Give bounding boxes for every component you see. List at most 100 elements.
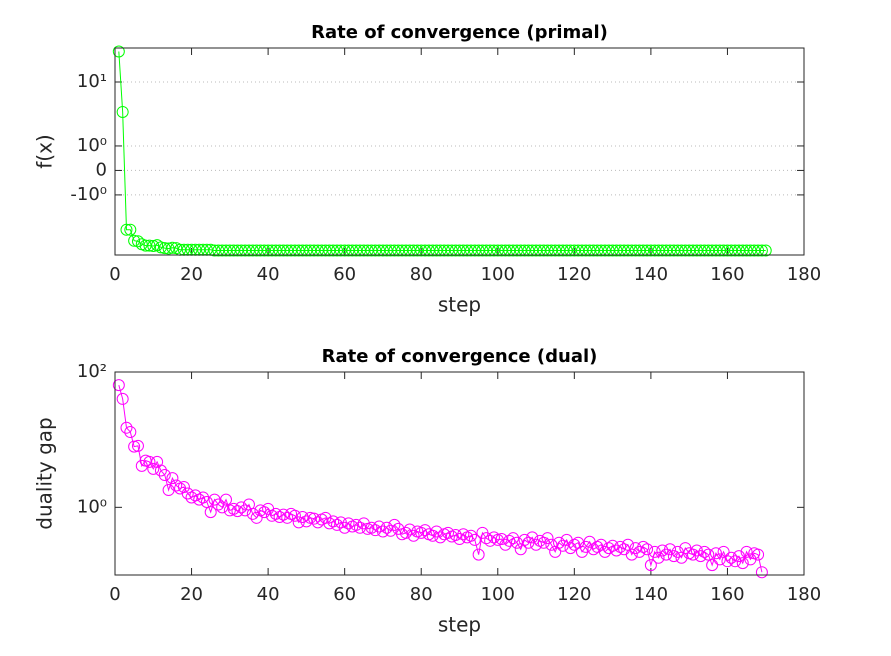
data-marker <box>755 244 768 257</box>
axes-box <box>114 47 805 256</box>
x-tick-label: 80 <box>410 584 433 605</box>
data-marker <box>112 45 125 58</box>
data-marker <box>189 489 202 502</box>
data-marker <box>269 507 282 520</box>
y-axis-label: duality gap <box>33 417 57 529</box>
data-marker <box>403 523 416 536</box>
data-marker <box>288 509 301 522</box>
data-marker <box>518 533 531 546</box>
data-marker <box>480 532 493 545</box>
data-marker <box>637 540 650 553</box>
data-marker <box>468 533 481 546</box>
data-marker <box>124 425 137 438</box>
y-tick-label: 10⁰ <box>77 135 107 156</box>
data-marker <box>545 538 558 551</box>
x-tick-label: 120 <box>557 264 591 285</box>
x-tick-label: 0 <box>109 584 120 605</box>
data-marker <box>166 241 179 254</box>
data-marker <box>143 239 156 252</box>
plot-area <box>115 372 804 575</box>
data-marker <box>124 223 137 236</box>
chart-title: Rate of convergence (primal) <box>311 22 608 43</box>
data-marker <box>736 557 749 570</box>
data-marker <box>250 511 263 524</box>
data-marker <box>407 529 420 542</box>
data-marker <box>369 524 382 537</box>
x-tick-label: 20 <box>180 264 203 285</box>
data-marker <box>277 508 290 521</box>
data-marker <box>281 511 294 524</box>
data-marker <box>449 529 462 542</box>
data-marker <box>181 487 194 500</box>
data-marker <box>162 242 175 255</box>
data-marker <box>503 534 516 547</box>
data-marker <box>388 518 401 531</box>
data-marker <box>200 495 213 508</box>
data-marker <box>641 543 654 556</box>
data-marker <box>151 455 164 468</box>
data-line <box>118 384 763 573</box>
x-tick-label: 100 <box>481 584 515 605</box>
data-marker <box>556 539 569 552</box>
data-marker <box>350 518 363 531</box>
data-marker <box>116 392 129 405</box>
data-marker <box>430 525 443 538</box>
data-marker <box>652 551 665 564</box>
data-marker <box>644 559 657 572</box>
x-tick-label: 60 <box>333 264 356 285</box>
data-marker <box>648 545 661 558</box>
y-tick-label: 10² <box>77 361 107 382</box>
data-marker <box>300 515 313 528</box>
data-marker <box>154 464 167 477</box>
x-tick-label: 140 <box>634 264 668 285</box>
data-marker <box>342 517 355 530</box>
data-marker <box>698 545 711 558</box>
data-marker <box>415 526 428 539</box>
y-tick-label: 0 <box>96 159 107 180</box>
data-marker <box>338 521 351 534</box>
data-marker <box>702 548 715 561</box>
x-axis-label: step <box>438 293 481 317</box>
data-marker <box>686 548 699 561</box>
data-marker <box>732 550 745 563</box>
data-marker <box>598 545 611 558</box>
data-marker <box>472 548 485 561</box>
x-tick-label: 180 <box>787 264 821 285</box>
data-marker <box>239 504 252 517</box>
data-marker <box>755 566 768 579</box>
data-marker <box>610 544 623 557</box>
data-marker <box>721 555 734 568</box>
data-marker <box>258 506 271 519</box>
data-marker <box>487 531 500 544</box>
data-marker <box>384 524 397 537</box>
data-marker <box>629 542 642 555</box>
data-marker <box>464 529 477 542</box>
data-marker <box>166 472 179 485</box>
data-marker <box>606 539 619 552</box>
data-marker <box>120 421 133 434</box>
data-marker <box>553 536 566 549</box>
data-marker <box>376 525 389 538</box>
y-tick-label: -10⁰ <box>70 184 107 205</box>
x-tick-label: 120 <box>557 584 591 605</box>
data-marker <box>308 512 321 525</box>
data-marker <box>158 469 171 482</box>
data-marker <box>246 507 259 520</box>
x-tick-label: 140 <box>634 584 668 605</box>
data-marker <box>231 505 244 518</box>
x-tick-label: 0 <box>109 264 120 285</box>
y-axis-label: f(x) <box>33 134 57 168</box>
x-tick-label: 20 <box>180 584 203 605</box>
x-tick-label: 180 <box>787 584 821 605</box>
data-marker <box>120 223 133 236</box>
data-marker <box>170 479 183 492</box>
data-marker <box>128 234 141 247</box>
data-marker <box>457 528 470 541</box>
data-marker <box>143 455 156 468</box>
data-marker <box>139 239 152 252</box>
data-marker <box>442 526 455 539</box>
data-marker <box>541 532 554 545</box>
y-tick-label: 10⁰ <box>77 496 107 517</box>
